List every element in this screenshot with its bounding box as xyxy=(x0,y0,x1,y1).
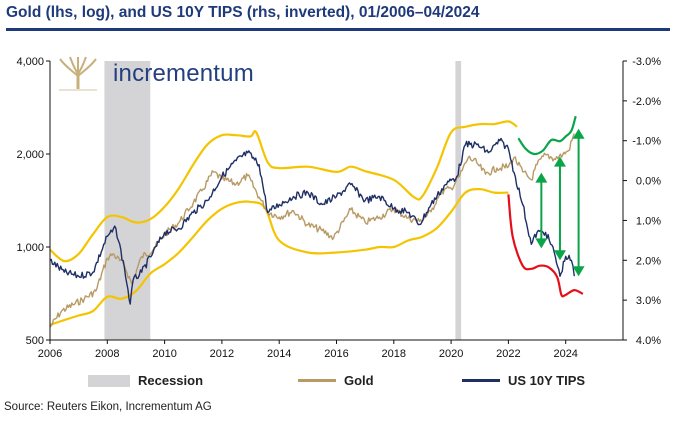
legend-swatch-gold xyxy=(298,379,336,382)
incrementum-logo: incrementum xyxy=(57,56,254,92)
series-layer xyxy=(49,133,575,328)
x-tick-label: 2018 xyxy=(382,348,406,360)
upper-band-line xyxy=(49,120,518,263)
arrow-head-down xyxy=(553,250,566,261)
double-arrow-2 xyxy=(572,128,585,277)
recession-shade-0 xyxy=(104,61,151,340)
arrow-head-down xyxy=(535,238,548,249)
x-tick-label: 2016 xyxy=(324,348,348,360)
left-tick-label: 500 xyxy=(26,335,44,347)
recession-layer xyxy=(104,61,462,340)
legend-item-recession: Recession xyxy=(88,373,203,388)
legend-swatch-recession xyxy=(88,374,130,387)
left-tick-label: 4,000 xyxy=(16,56,44,68)
upper-band-extension-line xyxy=(517,115,577,156)
right-tick-label: 0.0% xyxy=(636,176,661,188)
title-underline xyxy=(6,28,670,31)
x-tick-label: 2022 xyxy=(496,348,520,360)
left-tick-label: 1,000 xyxy=(16,242,44,254)
lower-band-extension-line xyxy=(507,194,584,298)
right-tick-label: 4.0% xyxy=(636,335,661,347)
arrow-head-down xyxy=(572,266,585,277)
page-title: Gold (lhs, log), and US 10Y TIPS (rhs, i… xyxy=(6,4,480,21)
x-tick-label: 2008 xyxy=(95,348,119,360)
band-layer xyxy=(49,115,584,326)
right-tick-label: 3.0% xyxy=(636,295,661,307)
source-note: Source: Reuters Eikon, Incrementum AG xyxy=(4,401,212,413)
lower-band-line xyxy=(49,187,509,326)
arrow-head-up xyxy=(553,156,566,167)
logo-text: incrementum xyxy=(113,60,254,87)
right-tick-label: 1.0% xyxy=(636,215,661,227)
chart-legend: Recession Gold US 10Y TIPS xyxy=(0,373,682,393)
x-tick-label: 2006 xyxy=(38,348,62,360)
arrow-head-up xyxy=(572,128,585,139)
right-tick-label: 2.0% xyxy=(636,255,661,267)
double-arrow-0 xyxy=(535,172,548,249)
right-tick-label: -2.0% xyxy=(632,96,661,108)
x-tick-label: 2010 xyxy=(152,348,176,360)
right-tick-label: -1.0% xyxy=(632,136,661,148)
x-tick-label: 2020 xyxy=(439,348,463,360)
right-tick-label: -3.0% xyxy=(632,56,661,68)
axis-layer xyxy=(49,61,624,341)
legend-item-tips: US 10Y TIPS xyxy=(462,373,585,388)
legend-swatch-tips xyxy=(462,379,500,382)
x-tick-label: 2014 xyxy=(267,348,291,360)
x-tick-label: 2012 xyxy=(210,348,234,360)
legend-item-gold: Gold xyxy=(298,373,374,388)
legend-label-tips: US 10Y TIPS xyxy=(508,373,586,388)
legend-label-gold: Gold xyxy=(344,373,374,388)
arrow-head-up xyxy=(535,172,548,183)
left-tick-label: 2,000 xyxy=(16,149,44,161)
double-arrow-1 xyxy=(553,156,566,261)
x-tick-label: 2024 xyxy=(553,348,577,360)
legend-label-recession: Recession xyxy=(138,373,204,388)
us-10y-tips-line xyxy=(49,137,575,305)
tick-layer: 2006 2008 2010 2012 2014 2016 2018 2020 2022 2024… xyxy=(16,56,661,360)
arrow-layer xyxy=(535,128,585,277)
tree-logo-icon xyxy=(59,56,97,91)
